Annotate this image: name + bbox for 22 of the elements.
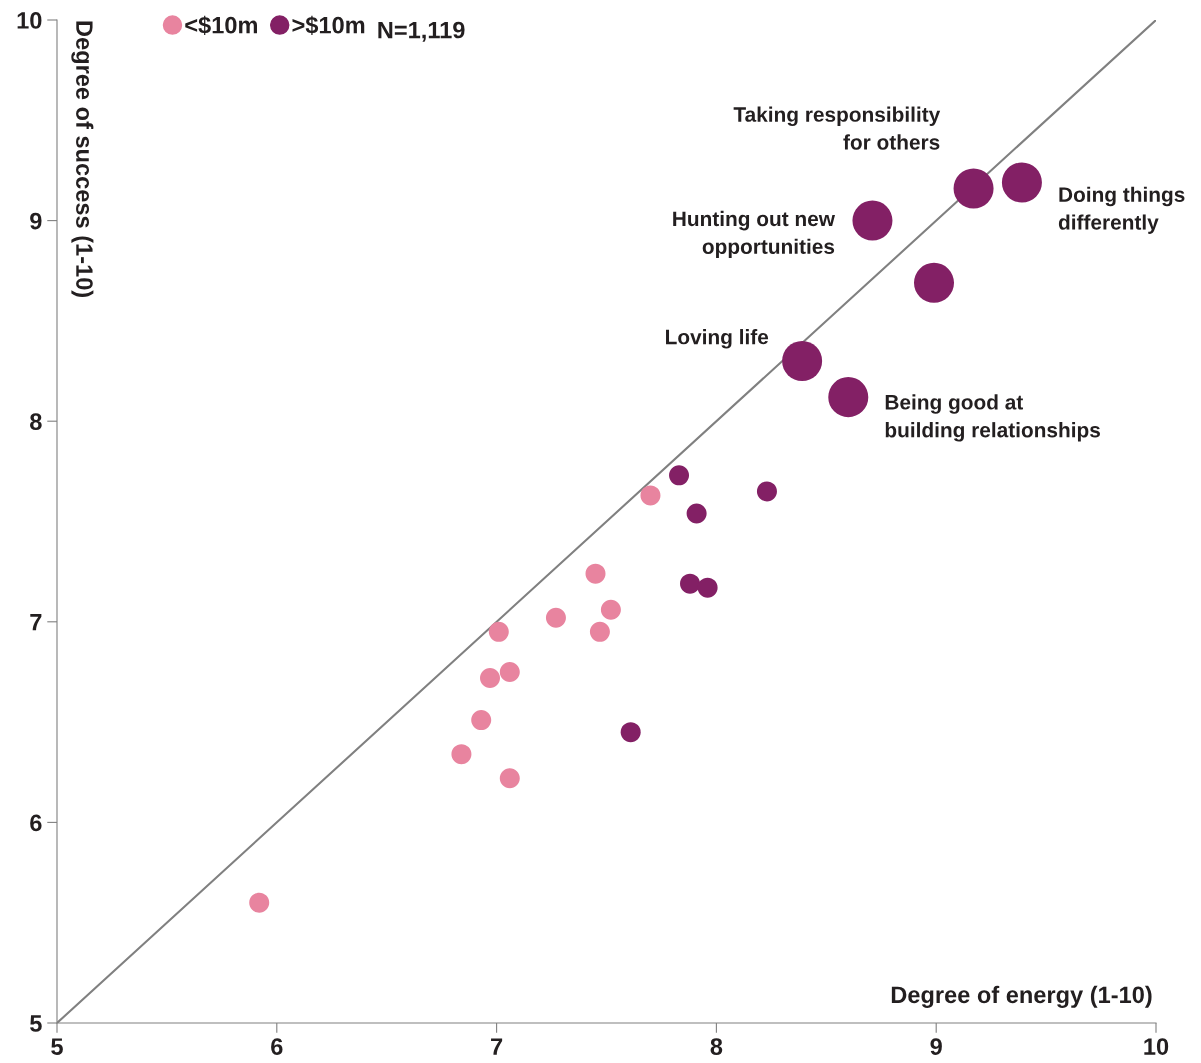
annotation: Doing things differently [1058, 186, 1185, 234]
annotation: Loving life [666, 329, 769, 349]
y-tick-label: 9 [30, 212, 42, 230]
x-axis-title: Degree of energy (1-10) [891, 985, 1152, 1008]
x-tick-label: 8 [710, 1038, 723, 1055]
legend-label: <$10m [185, 15, 257, 36]
x-tick-label: 6 [271, 1038, 283, 1055]
annotation: N=1,119 [378, 21, 465, 42]
y-tick-label: 7 [30, 614, 42, 631]
legend-label: >$10m [292, 15, 365, 36]
y-tick-label: 8 [30, 413, 42, 430]
annotation: Being good at building relationships [885, 394, 1100, 442]
x-tick-label: 9 [930, 1038, 942, 1055]
x-tick-label: 7 [491, 1038, 503, 1055]
y-tick-label: 6 [30, 814, 42, 832]
annotation: Taking responsibility for others [733, 106, 941, 150]
x-tick-label: 5 [51, 1038, 63, 1055]
y-axis-title: Degree of success (1-10) [71, 21, 94, 298]
y-tick-label: 10 [17, 12, 42, 29]
annotation: Hunting out new opportunities [673, 210, 836, 259]
x-tick-label: 10 [1144, 1038, 1169, 1055]
y-tick-label: 5 [30, 1015, 42, 1032]
